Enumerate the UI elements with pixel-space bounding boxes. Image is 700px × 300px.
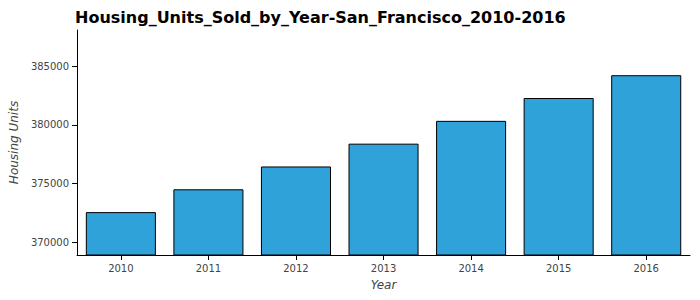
svg-text:2013: 2013: [371, 263, 396, 274]
svg-text:2014: 2014: [458, 263, 483, 274]
svg-text:375000: 375000: [31, 178, 69, 189]
svg-text:2012: 2012: [283, 263, 308, 274]
svg-text:2016: 2016: [633, 263, 658, 274]
svg-text:380000: 380000: [31, 119, 69, 130]
svg-text:2015: 2015: [546, 263, 571, 274]
svg-text:Year: Year: [371, 278, 398, 292]
svg-text:2010: 2010: [108, 263, 133, 274]
svg-text:Housing Units: Housing Units: [7, 101, 21, 184]
svg-text:370000: 370000: [31, 237, 69, 248]
svg-text:2011: 2011: [196, 263, 221, 274]
svg-text:Housing_Units_Sold_by_Year-San: Housing_Units_Sold_by_Year-San_Francisco…: [75, 8, 566, 27]
svg-text:385000: 385000: [31, 61, 69, 72]
